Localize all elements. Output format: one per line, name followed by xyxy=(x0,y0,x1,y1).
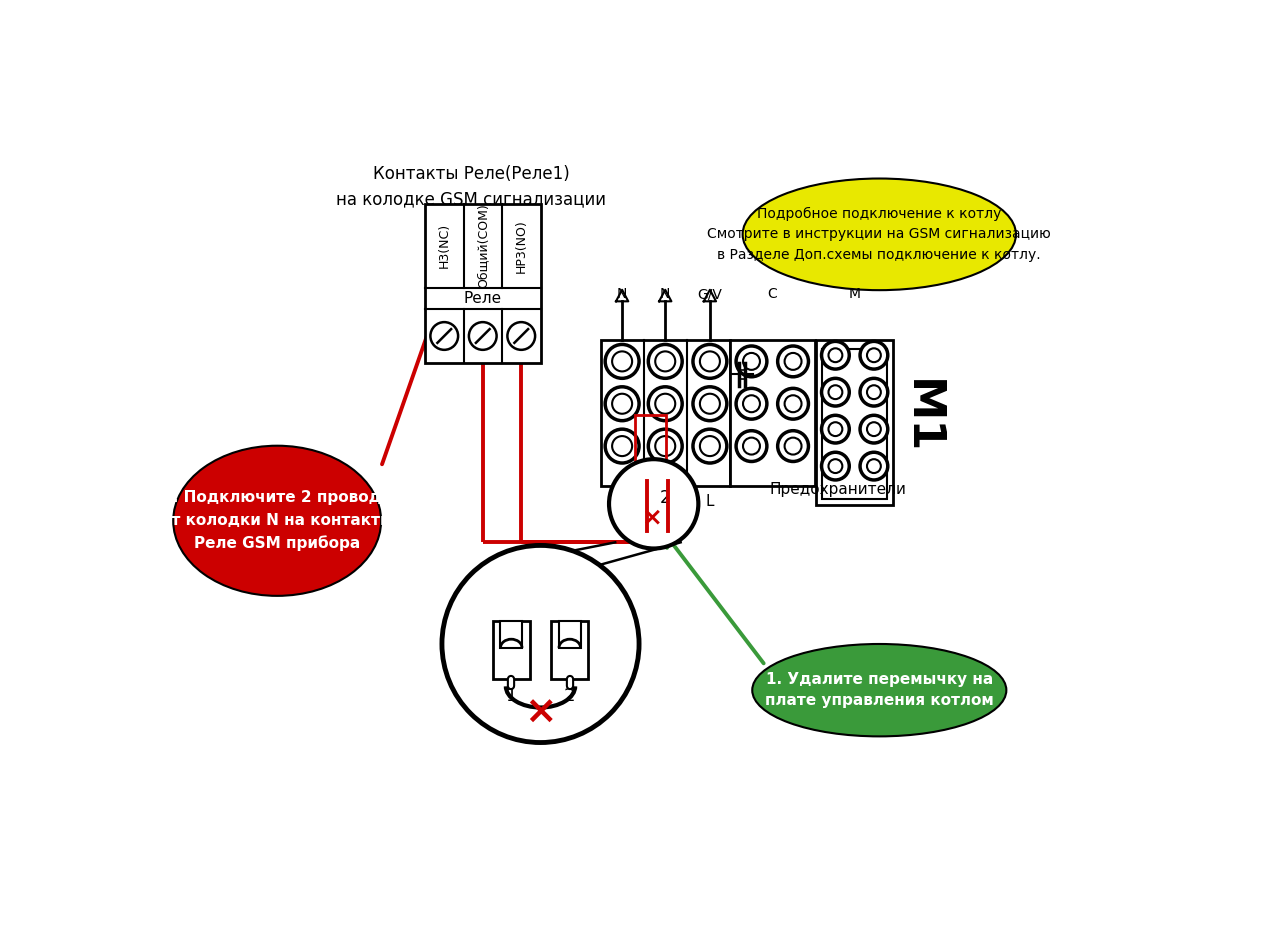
Circle shape xyxy=(742,353,760,370)
Circle shape xyxy=(822,415,849,443)
Circle shape xyxy=(867,423,881,436)
Text: 2. Подключите 2 провода
от колодки N на контакты
Реле GSM прибора: 2. Подключите 2 провода от колодки N на … xyxy=(161,490,393,551)
Circle shape xyxy=(785,353,801,370)
Circle shape xyxy=(612,393,632,414)
Circle shape xyxy=(605,429,639,463)
Text: N: N xyxy=(617,287,627,301)
Circle shape xyxy=(778,431,809,461)
Circle shape xyxy=(860,342,888,369)
Bar xyxy=(493,621,530,679)
Circle shape xyxy=(860,415,888,443)
Text: Реле: Реле xyxy=(463,291,502,306)
Text: Подробное подключение к котлу
Смотрите в инструкции на GSM сигнализацию
в Раздел: Подробное подключение к котлу Смотрите в… xyxy=(708,207,1051,262)
Text: 1. Удалите перемычку на
плате управления котлом: 1. Удалите перемычку на плате управления… xyxy=(765,672,993,708)
Bar xyxy=(552,621,589,679)
Bar xyxy=(500,621,522,648)
Circle shape xyxy=(828,348,842,362)
Circle shape xyxy=(822,342,849,369)
Circle shape xyxy=(867,459,881,473)
Circle shape xyxy=(605,345,639,378)
Bar xyxy=(600,340,730,486)
Circle shape xyxy=(828,459,842,473)
Circle shape xyxy=(822,378,849,406)
Text: Контакты Реле(Реле1)
на колодке GSM сигнализации: Контакты Реле(Реле1) на колодке GSM сигн… xyxy=(337,165,607,208)
Circle shape xyxy=(867,385,881,399)
Bar xyxy=(425,204,540,363)
Text: G/V: G/V xyxy=(698,287,722,301)
Bar xyxy=(730,340,814,486)
Circle shape xyxy=(742,395,760,412)
Text: N: N xyxy=(659,494,671,509)
Circle shape xyxy=(612,351,632,372)
Circle shape xyxy=(778,389,809,419)
Circle shape xyxy=(828,385,842,399)
Text: M: M xyxy=(849,287,860,301)
Circle shape xyxy=(442,546,639,743)
Text: НР3(NO): НР3(NO) xyxy=(515,219,527,272)
Circle shape xyxy=(648,387,682,421)
Bar xyxy=(817,340,893,505)
Circle shape xyxy=(692,345,727,378)
Circle shape xyxy=(648,345,682,378)
Circle shape xyxy=(736,346,767,377)
Circle shape xyxy=(430,322,458,350)
Circle shape xyxy=(736,389,767,419)
Circle shape xyxy=(828,423,842,436)
Circle shape xyxy=(692,387,727,421)
Text: Общий(COM): Общий(COM) xyxy=(476,204,489,288)
Circle shape xyxy=(612,436,632,456)
Circle shape xyxy=(700,351,719,372)
Circle shape xyxy=(700,393,719,414)
Circle shape xyxy=(860,378,888,406)
Circle shape xyxy=(736,431,767,461)
Circle shape xyxy=(742,438,760,454)
Text: C: C xyxy=(768,287,777,301)
Circle shape xyxy=(785,395,801,412)
Circle shape xyxy=(468,322,497,350)
Text: 2: 2 xyxy=(660,488,671,507)
Text: N: N xyxy=(660,287,671,301)
Circle shape xyxy=(648,429,682,463)
Circle shape xyxy=(822,453,849,480)
Circle shape xyxy=(692,429,727,463)
Circle shape xyxy=(609,459,699,548)
Circle shape xyxy=(655,393,676,414)
Circle shape xyxy=(785,438,801,454)
Text: M1: M1 xyxy=(900,379,943,454)
Text: L: L xyxy=(705,494,714,509)
Ellipse shape xyxy=(173,446,381,596)
Circle shape xyxy=(867,348,881,362)
Circle shape xyxy=(605,387,639,421)
Text: 2: 2 xyxy=(564,687,576,705)
Circle shape xyxy=(507,322,535,350)
Bar xyxy=(822,349,887,500)
Text: ×: × xyxy=(641,506,663,530)
Text: Н3(NC): Н3(NC) xyxy=(438,223,451,269)
Circle shape xyxy=(655,436,676,456)
Circle shape xyxy=(860,453,888,480)
Ellipse shape xyxy=(742,178,1016,290)
Text: ×: × xyxy=(525,694,557,732)
Circle shape xyxy=(700,436,719,456)
Circle shape xyxy=(778,346,809,377)
Circle shape xyxy=(655,351,676,372)
Text: Предохранители: Предохранители xyxy=(769,483,906,498)
Ellipse shape xyxy=(753,644,1006,736)
Bar xyxy=(635,415,666,473)
Bar xyxy=(559,621,581,648)
Text: 1: 1 xyxy=(506,687,517,705)
